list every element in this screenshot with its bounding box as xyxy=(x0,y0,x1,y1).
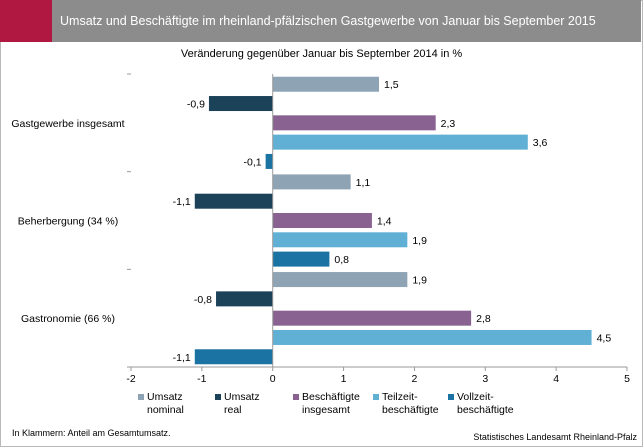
footnote: In Klammern: Anteil am Gesamtumsatz. xyxy=(12,428,171,438)
x-tick-label: 3 xyxy=(482,373,488,385)
bar-3-3 xyxy=(272,310,472,326)
bar-1-1 xyxy=(272,76,379,92)
category-label: Beherbergung (34 %) xyxy=(18,216,118,228)
bar-2-3 xyxy=(216,291,273,307)
chart-title: Veränderung gegenüber Januar bis Septemb… xyxy=(180,48,463,60)
x-tick-label: 5 xyxy=(624,373,630,385)
data-label: 1,5 xyxy=(384,79,399,91)
data-label: 0,8 xyxy=(334,254,349,266)
page-title: Umsatz und Beschäftigte im rheinland-pfä… xyxy=(60,14,596,28)
legend-label: Teilzeit- xyxy=(382,391,418,403)
data-label: 1,1 xyxy=(356,177,371,189)
data-label: -0,9 xyxy=(187,99,205,111)
data-label: 1,9 xyxy=(412,235,427,247)
legend-swatch xyxy=(215,394,221,400)
x-tick-label: -2 xyxy=(126,373,135,385)
data-label: 4,5 xyxy=(597,332,612,344)
legend-label: insgesamt xyxy=(302,404,350,416)
bar-3-2 xyxy=(272,213,372,228)
data-label: -0,1 xyxy=(244,156,262,168)
data-label: 3,6 xyxy=(533,137,548,149)
header-bar xyxy=(0,0,641,42)
header-accent xyxy=(0,0,52,42)
legend-label: Umsatz xyxy=(147,391,183,403)
x-tick-label: -1 xyxy=(197,373,206,385)
data-label: -1,1 xyxy=(173,196,191,208)
data-label: -0,8 xyxy=(194,294,212,306)
category-label: Gastgewerbe insgesamt xyxy=(11,118,124,130)
bar-3-1 xyxy=(272,115,436,131)
bar-5-2 xyxy=(272,251,330,267)
data-label: 1,9 xyxy=(412,275,427,287)
legend-label: Beschäftigte xyxy=(302,391,360,403)
legend-label: Umsatz xyxy=(224,391,260,403)
x-tick-label: 0 xyxy=(270,373,276,385)
category-label: Gastronomie (66 %) xyxy=(21,313,115,325)
legend-swatch xyxy=(373,394,379,400)
bar-1-3 xyxy=(272,272,408,288)
bar-2-2 xyxy=(194,193,273,209)
bar-2-1 xyxy=(208,96,273,112)
legend-label: nominal xyxy=(147,404,184,416)
bar-5-1 xyxy=(265,153,273,169)
source-note: Statistisches Landesamt Rheinland-Pfalz xyxy=(473,432,637,442)
data-label: 2,3 xyxy=(441,118,456,130)
data-label: 2,8 xyxy=(476,313,491,325)
legend-swatch xyxy=(448,394,454,400)
legend-label: Vollzeit- xyxy=(457,391,494,403)
x-tick-label: 2 xyxy=(412,373,418,385)
x-tick-label: 1 xyxy=(341,373,347,385)
bar-4-3 xyxy=(272,329,592,345)
legend-label: real xyxy=(224,404,242,416)
legend-label: beschäftigte xyxy=(457,404,514,416)
legend-swatch xyxy=(293,394,299,400)
legend-swatch xyxy=(138,394,144,400)
x-tick-label: 4 xyxy=(553,373,559,385)
bar-4-1 xyxy=(272,134,528,150)
data-label: 1,4 xyxy=(377,216,392,228)
bar-4-2 xyxy=(272,232,408,248)
bar-5-3 xyxy=(194,349,273,365)
bar-1-2 xyxy=(272,174,351,190)
data-label: -1,1 xyxy=(173,352,191,364)
legend-label: beschäftigte xyxy=(382,404,439,416)
